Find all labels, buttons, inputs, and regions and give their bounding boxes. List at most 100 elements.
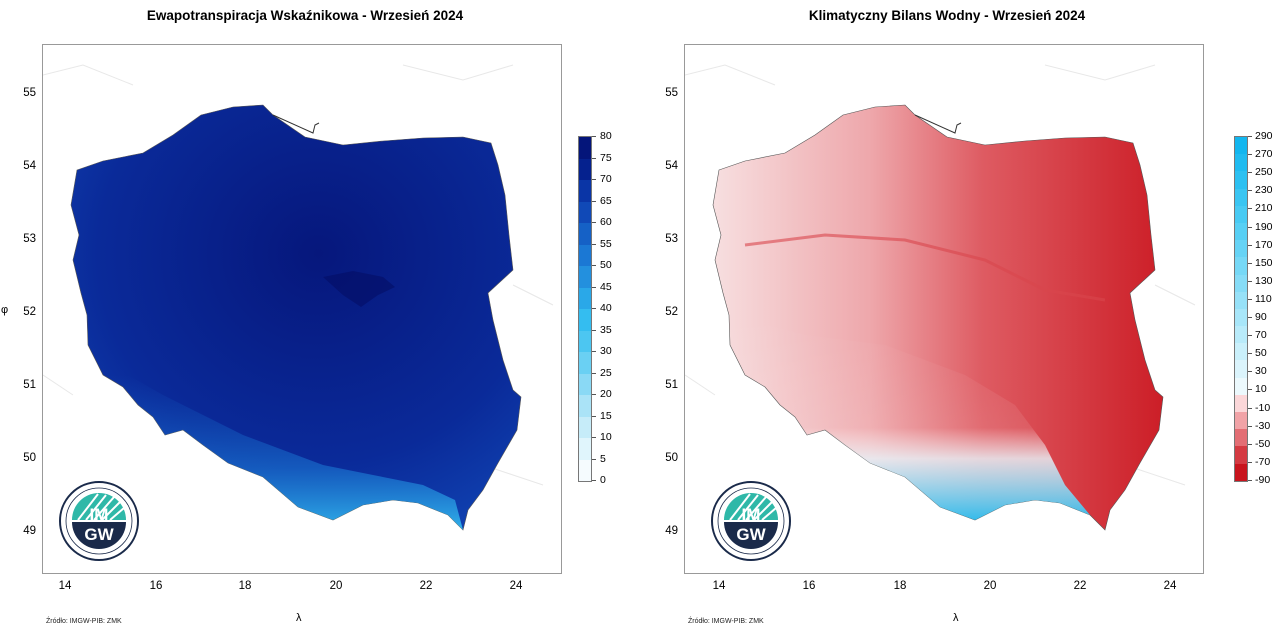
color-legend (578, 136, 592, 482)
logo-text-bottom: GW (84, 525, 114, 544)
legend-label: 170 (1255, 238, 1273, 251)
legend-label: 40 (600, 302, 612, 314)
legend-swatch (579, 201, 591, 223)
legend-label: 210 (1255, 202, 1273, 215)
legend-label: -30 (1255, 419, 1271, 432)
y-tick-label: 53 (23, 233, 36, 245)
y-tick-label: 54 (665, 160, 678, 172)
x-tick-label: 22 (419, 580, 433, 592)
map-svg (43, 64, 554, 531)
legend-swatch (579, 266, 591, 288)
source-note: Źródło: IMGW-PIB: ZMK (688, 618, 764, 625)
legend-swatch (1235, 291, 1247, 309)
y-tick-label: 55 (23, 87, 36, 99)
legend-swatch (1235, 326, 1247, 344)
legend-label: 50 (1255, 347, 1267, 360)
legend-label: 50 (600, 259, 612, 271)
legend-swatch (579, 330, 591, 352)
legend-swatch (579, 416, 591, 438)
kbw-panel: Klimatyczny Bilans Wodny - Wrzesień 2024 (642, 0, 1282, 638)
legend-swatch (579, 137, 591, 159)
x-tick-label: 20 (983, 580, 997, 592)
legend-label: 70 (600, 173, 612, 185)
legend-swatch (579, 438, 591, 460)
legend-label: 10 (600, 431, 612, 443)
y-tick-label: 53 (665, 233, 678, 245)
legend-swatch (1235, 360, 1247, 378)
legend-label: 25 (600, 366, 612, 379)
central-region (323, 271, 395, 307)
legend-swatch (579, 309, 591, 331)
hel-peninsula (914, 114, 962, 134)
legend-label: 230 (1255, 184, 1273, 197)
legend-swatch (1235, 412, 1247, 430)
river-valley (744, 233, 1106, 302)
legend-label: 290 (1255, 130, 1273, 142)
legend-tick (1248, 425, 1252, 427)
legend-swatch (579, 459, 591, 481)
legend-tick (592, 308, 596, 309)
x-tick-label: 20 (329, 580, 343, 592)
y-tick-label: 49 (665, 525, 678, 537)
legend-tick (1248, 443, 1252, 445)
legend-tick (592, 200, 596, 202)
legend-tick (1248, 262, 1252, 264)
x-tick-label: 24 (509, 580, 523, 592)
legend-swatch (1235, 137, 1247, 155)
source-note: Źródło: IMGW-PIB: ZMK (46, 618, 122, 625)
legend-swatch (579, 180, 591, 202)
legend-label: 55 (600, 237, 612, 250)
y-tick-label: 52 (23, 306, 36, 318)
imgw-logo-icon: IM GW (711, 481, 791, 561)
legend-tick (1248, 317, 1252, 319)
logo-text-bottom: GW (736, 525, 766, 544)
legend-swatch (1235, 429, 1247, 447)
legend-swatch (1235, 394, 1247, 412)
legend-label: 70 (1255, 329, 1267, 342)
legend-label: 150 (1255, 256, 1273, 269)
legend-tick (592, 136, 596, 137)
map-plot-area (42, 44, 562, 574)
legend-tick (592, 394, 596, 395)
legend-tick (592, 437, 596, 438)
legend-tick (1248, 371, 1252, 373)
legend-tick (592, 286, 596, 288)
legend-swatch (1235, 446, 1247, 464)
legend-tick (592, 372, 596, 374)
x-axis-label: λ (296, 612, 302, 624)
legend-tick (592, 458, 596, 460)
color-legend (1234, 136, 1248, 482)
legend-swatch (1235, 463, 1247, 481)
x-tick-label: 16 (149, 580, 163, 592)
panel-title: Ewapotranspiracja Wskaźnikowa - Wrzesień… (146, 8, 464, 23)
x-tick-label: 14 (712, 580, 726, 592)
legend-swatch (1235, 343, 1247, 361)
legend-swatch (579, 223, 591, 245)
imgw-logo-icon: IM GW (59, 481, 139, 561)
legend-tick (1248, 389, 1252, 391)
legend-tick (592, 222, 596, 223)
legend-label: 60 (600, 216, 612, 228)
legend-label: 35 (600, 323, 612, 336)
legend-label: 0 (600, 474, 606, 486)
legend-label: -50 (1255, 437, 1271, 450)
map-svg (685, 64, 1196, 531)
legend-label: 270 (1255, 148, 1273, 161)
x-axis-label: λ (953, 612, 959, 624)
legend-tick (1248, 154, 1252, 156)
legend-tick (1248, 280, 1252, 282)
legend-swatch (579, 373, 591, 395)
y-tick-label: 50 (23, 452, 36, 464)
legend-tick (1248, 353, 1252, 355)
legend-tick (592, 329, 596, 331)
legend-swatch (1235, 188, 1247, 206)
x-tick-label: 22 (1073, 580, 1087, 592)
legend-tick (1248, 172, 1252, 174)
legend-label: 190 (1255, 220, 1273, 233)
x-tick-label: 18 (238, 580, 252, 592)
legend-label: 250 (1255, 166, 1273, 179)
legend-swatch (579, 287, 591, 309)
legend-tick (592, 265, 596, 266)
legend-swatch (1235, 205, 1247, 223)
legend-label: 65 (600, 194, 612, 207)
